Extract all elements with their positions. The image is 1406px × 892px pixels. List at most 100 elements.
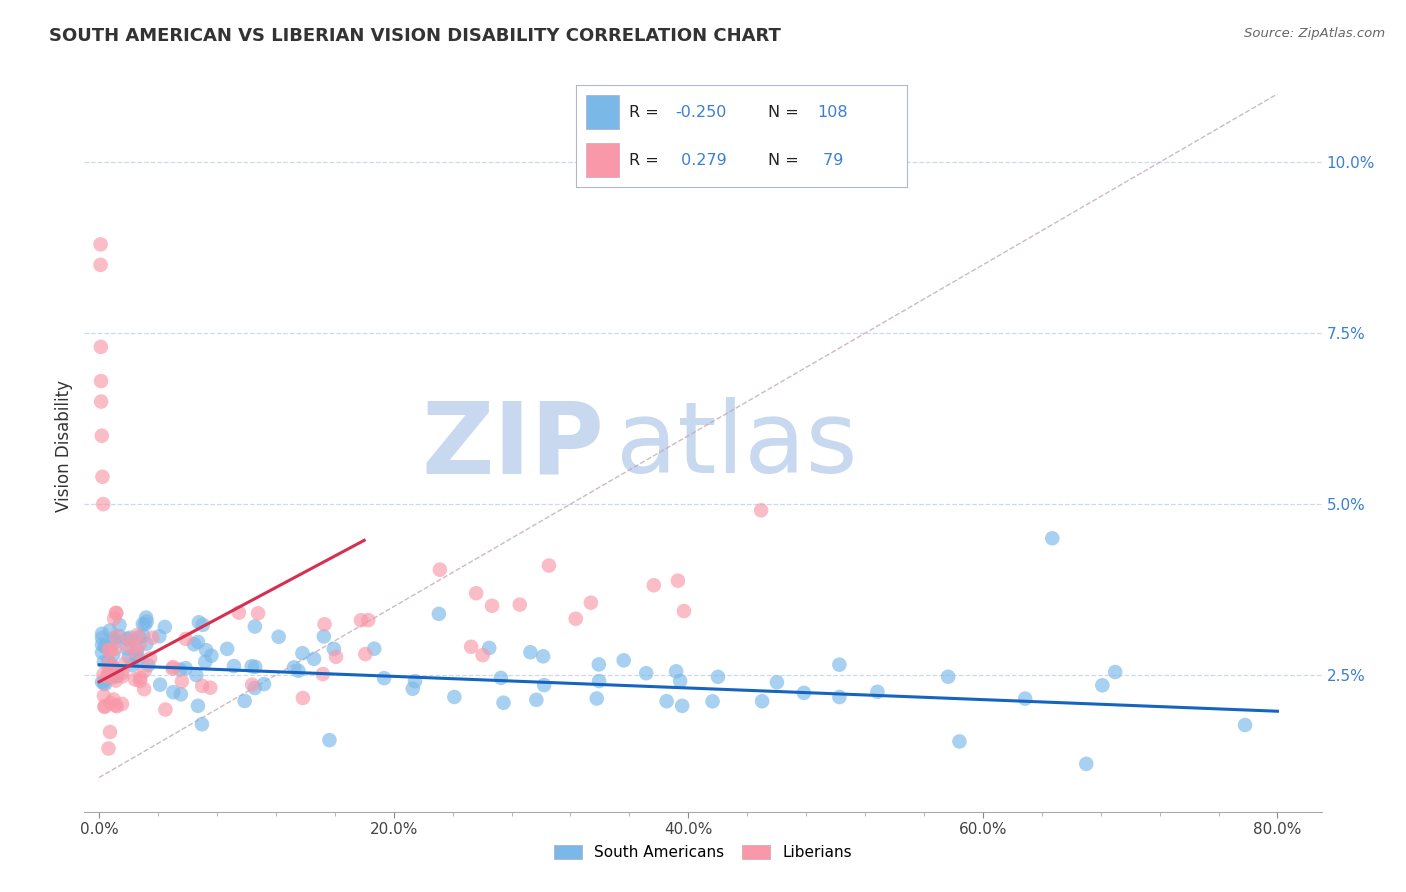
Point <box>141 631 163 645</box>
Point <box>101 669 124 683</box>
Point <box>96 670 118 684</box>
Point <box>94 677 117 691</box>
Point <box>148 629 170 643</box>
Point <box>118 640 141 654</box>
Point <box>174 632 197 646</box>
Point <box>350 613 373 627</box>
Point <box>291 646 314 660</box>
Text: 79: 79 <box>818 153 844 169</box>
Point <box>217 641 239 656</box>
Point <box>101 660 124 674</box>
Point <box>253 677 276 691</box>
Point <box>153 620 176 634</box>
Point <box>287 664 309 678</box>
Point <box>90 394 112 409</box>
Point <box>363 641 385 656</box>
Point <box>585 691 607 706</box>
Point <box>103 692 125 706</box>
Point <box>429 563 451 577</box>
Point <box>98 663 121 677</box>
Point <box>643 578 665 592</box>
Point <box>101 661 124 675</box>
Point <box>101 670 124 684</box>
Point <box>118 632 141 647</box>
Point <box>186 668 208 682</box>
Point <box>707 670 730 684</box>
Point <box>665 665 688 679</box>
Point <box>91 497 114 511</box>
Point <box>127 628 149 642</box>
Point <box>114 657 136 671</box>
Text: 108: 108 <box>818 105 848 120</box>
Point <box>135 610 157 624</box>
Point <box>128 638 150 652</box>
Point <box>828 657 851 672</box>
Point <box>134 664 156 678</box>
Point <box>751 694 773 708</box>
Point <box>200 648 222 663</box>
Point <box>135 615 157 629</box>
Point <box>90 258 112 272</box>
Point <box>492 696 515 710</box>
Point <box>105 669 128 683</box>
Point <box>103 611 125 625</box>
Point <box>187 698 209 713</box>
Point <box>702 694 724 708</box>
Point <box>481 599 503 613</box>
Point <box>129 671 152 685</box>
Point <box>537 558 560 573</box>
Point <box>90 374 112 388</box>
Point <box>128 651 150 665</box>
Point <box>240 659 263 673</box>
Point <box>243 681 266 695</box>
Point <box>93 699 115 714</box>
Point <box>97 654 120 668</box>
Point <box>187 635 209 649</box>
Point <box>105 699 128 714</box>
Point <box>115 641 138 656</box>
Point <box>128 630 150 644</box>
Point <box>101 658 124 673</box>
Point <box>936 670 959 684</box>
Point <box>105 606 128 620</box>
Point <box>291 691 314 706</box>
Point <box>357 613 380 627</box>
Point <box>404 674 426 689</box>
Point <box>519 645 541 659</box>
Point <box>108 629 131 643</box>
Point <box>97 666 120 681</box>
Point <box>243 619 266 633</box>
Point <box>98 656 121 670</box>
Point <box>948 734 970 748</box>
Point <box>228 606 250 620</box>
Point <box>1234 718 1257 732</box>
Point <box>134 682 156 697</box>
Point <box>195 643 218 657</box>
Point <box>101 648 124 662</box>
Point <box>509 598 531 612</box>
Point <box>125 649 148 664</box>
Point <box>125 645 148 659</box>
Legend: South Americans, Liberians: South Americans, Liberians <box>548 839 858 866</box>
Point <box>155 702 177 716</box>
Point <box>322 641 344 656</box>
Point <box>97 642 120 657</box>
Point <box>588 657 610 672</box>
Point <box>105 629 128 643</box>
Point <box>671 698 693 713</box>
Text: N =: N = <box>768 105 804 120</box>
Point <box>588 673 610 688</box>
Point <box>90 429 112 443</box>
Point <box>749 503 772 517</box>
Point <box>1014 691 1036 706</box>
Y-axis label: Vision Disability: Vision Disability <box>55 380 73 512</box>
Point <box>111 669 134 683</box>
Point <box>524 693 547 707</box>
Text: 0.279: 0.279 <box>675 153 727 169</box>
Point <box>191 717 214 731</box>
Point <box>194 655 217 669</box>
Text: SOUTH AMERICAN VS LIBERIAN VISION DISABILITY CORRELATION CHART: SOUTH AMERICAN VS LIBERIAN VISION DISABI… <box>49 27 782 45</box>
Point <box>613 653 636 667</box>
Point <box>465 586 488 600</box>
Point <box>94 640 117 654</box>
